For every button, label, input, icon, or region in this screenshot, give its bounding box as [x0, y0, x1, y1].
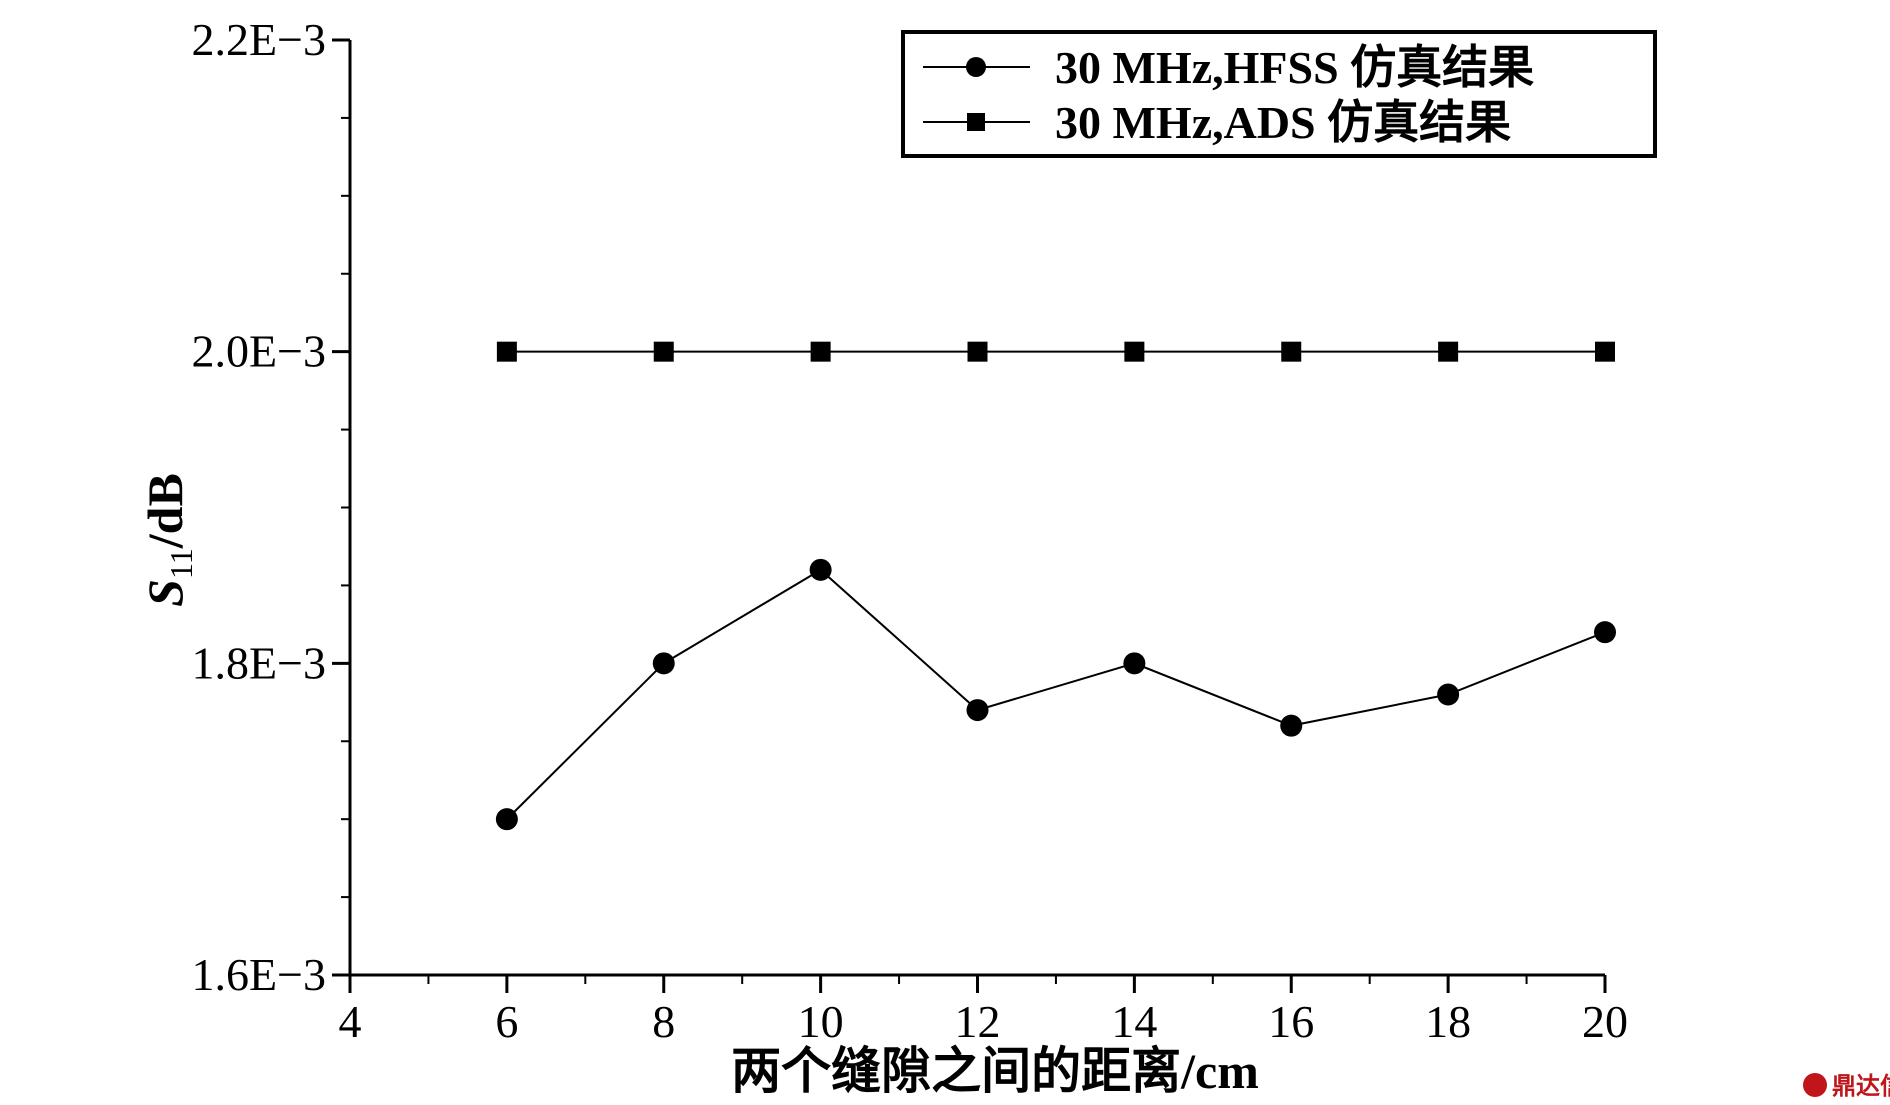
- y-axis-title-subscript: 11: [163, 548, 199, 579]
- data-point-circle: [495, 808, 518, 831]
- data-point-square: [496, 341, 517, 362]
- x-tick-label: 8: [652, 996, 675, 1047]
- series-ads: [496, 341, 1615, 362]
- x-tick-label: 14: [1111, 996, 1157, 1047]
- legend-marker-square-icon: [967, 113, 985, 131]
- legend-marker-circle-icon: [966, 57, 986, 77]
- series-layer: [495, 341, 1616, 831]
- y-tick-label: 2.0E−3: [191, 326, 326, 377]
- data-point-circle: [809, 558, 832, 581]
- x-tick-label: 4: [339, 996, 362, 1047]
- x-tick-label: 20: [1582, 996, 1628, 1047]
- watermark-badge-icon: [1803, 1073, 1827, 1097]
- data-point-circle: [1437, 683, 1460, 706]
- data-point-square: [810, 341, 831, 362]
- y-axis: 1.6E−3 1.8E−3 2.0E−3 2.2E−3: [191, 14, 350, 1000]
- x-axis: 4 6 8 10 12 14 16 18 20: [339, 975, 1628, 1047]
- data-point-square: [1281, 341, 1302, 362]
- data-point-circle: [1280, 714, 1303, 737]
- data-point-square: [967, 341, 988, 362]
- watermark-text: 鼎达信: [1832, 1072, 1890, 1100]
- data-point-square: [1124, 341, 1145, 362]
- x-tick-label: 16: [1268, 996, 1314, 1047]
- x-axis-title: 两个缝隙之间的距离/cm: [731, 1043, 1259, 1099]
- legend-entry-hfss: 30 MHz,HFSS 仿真结果: [923, 42, 1534, 93]
- data-point-circle: [966, 699, 989, 722]
- x-tick-label: 18: [1425, 996, 1471, 1047]
- x-tick-label: 6: [495, 996, 518, 1047]
- y-tick-label: 1.6E−3: [191, 949, 326, 1000]
- plot-frame: [348, 40, 1605, 977]
- y-tick-label: 2.2E−3: [191, 14, 326, 65]
- data-point-square: [653, 341, 674, 362]
- data-point-circle: [1594, 621, 1616, 644]
- watermark-logo: 鼎达信: [1803, 1072, 1890, 1100]
- data-point-square: [1438, 341, 1459, 362]
- y-axis-title-unit: /dB: [137, 473, 193, 549]
- data-point-square: [1595, 341, 1615, 362]
- x-tick-label: 10: [798, 996, 844, 1047]
- y-tick-label: 1.8E−3: [191, 637, 326, 688]
- x-tick-label: 12: [955, 996, 1001, 1047]
- data-point-circle: [1123, 652, 1146, 675]
- series-line: [506, 568, 1606, 820]
- series-hfss: [495, 558, 1616, 831]
- legend-box: [901, 30, 1657, 158]
- y-axis-title-symbol: S: [137, 579, 193, 607]
- y-axis-title: S11/dB: [137, 473, 199, 607]
- legend-label-hfss: 30 MHz,HFSS 仿真结果: [1055, 42, 1534, 93]
- legend-entry-ads: 30 MHz,ADS 仿真结果: [923, 97, 1511, 148]
- legend: 30 MHz,HFSS 仿真结果 30 MHz,ADS 仿真结果: [901, 30, 1657, 158]
- data-point-circle: [652, 652, 675, 675]
- legend-label-ads: 30 MHz,ADS 仿真结果: [1055, 97, 1511, 148]
